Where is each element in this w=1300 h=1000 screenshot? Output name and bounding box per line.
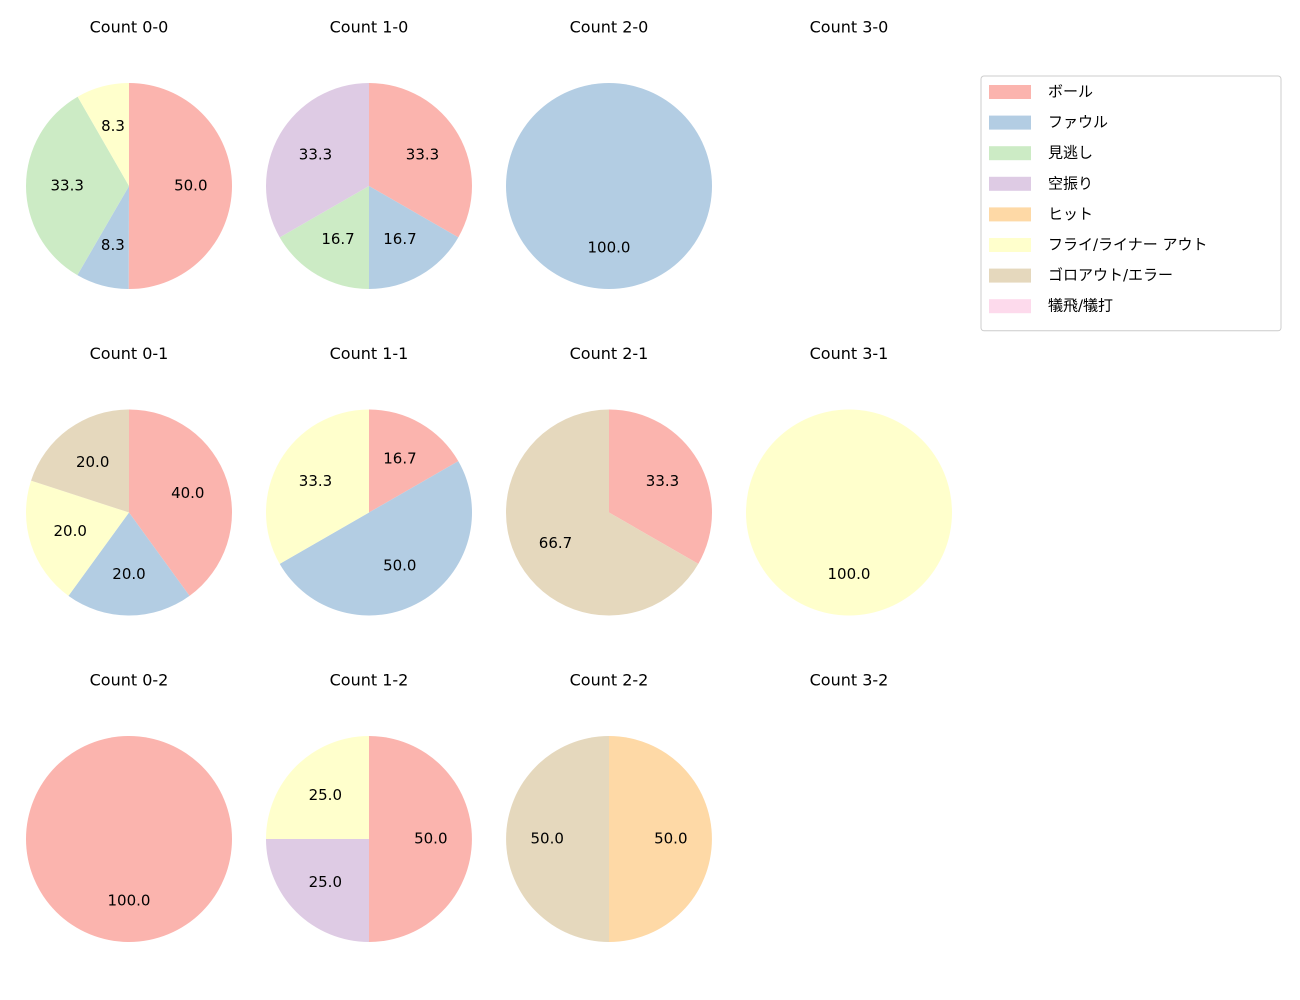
pie-slice — [746, 409, 952, 616]
pie-slice — [506, 736, 609, 942]
pie-slice — [369, 83, 472, 238]
legend-swatch — [989, 299, 1031, 314]
legend-swatch — [989, 176, 1031, 191]
pie-title: Count 1-2 — [330, 671, 409, 690]
pie-value-label: 50.0 — [174, 177, 207, 195]
pie-value-label: 25.0 — [309, 873, 342, 891]
pie-value-label: 8.3 — [101, 117, 125, 135]
pie-slice — [506, 83, 712, 289]
pie-title: Count 3-1 — [810, 344, 889, 363]
pie-slice — [129, 409, 232, 596]
pie-value-label: 100.0 — [828, 565, 871, 583]
pie-slice — [266, 839, 369, 942]
legend-label: 見逃し — [1048, 144, 1093, 162]
pie-value-label: 20.0 — [112, 565, 145, 583]
pie-title: Count 1-0 — [330, 18, 409, 37]
pie-value-label: 33.3 — [406, 146, 439, 164]
pie-value-label: 20.0 — [76, 453, 109, 471]
pie-slice — [279, 461, 473, 616]
pie-value-label: 8.3 — [101, 236, 125, 254]
pie-slice — [31, 409, 129, 513]
pie-value-label: 33.3 — [646, 472, 679, 490]
legend-swatch — [989, 268, 1031, 283]
pie-value-label: 66.7 — [539, 534, 572, 552]
legend-swatch — [989, 207, 1031, 222]
pie-slice — [26, 736, 232, 942]
pie-slice — [609, 409, 712, 564]
legend-swatch — [989, 85, 1031, 99]
pie-slice — [369, 186, 459, 289]
pie-title: Count 3-2 — [810, 671, 889, 690]
pie-title: Count 2-1 — [570, 344, 649, 363]
pie-value-label: 16.7 — [383, 230, 416, 248]
pie-title: Count 2-2 — [570, 671, 649, 690]
pie-slice — [266, 83, 369, 238]
pie-slice — [279, 186, 369, 289]
pie-slice — [68, 512, 190, 616]
pie-value-label: 50.0 — [654, 830, 687, 848]
pie-slice — [26, 480, 130, 596]
pie-value-label: 50.0 — [383, 557, 416, 575]
legend-label: 犠飛/犠打 — [1048, 297, 1113, 315]
pie-value-label: 16.7 — [383, 450, 416, 468]
pie-value-label: 100.0 — [588, 238, 631, 256]
pie-value-label: 16.7 — [321, 230, 354, 248]
legend-label: ヒット — [1048, 205, 1093, 223]
legend-box — [980, 75, 1282, 332]
pie-value-label: 33.3 — [299, 472, 332, 490]
pie-value-label: 40.0 — [171, 484, 204, 502]
pie-slice — [128, 83, 233, 289]
pie-slice — [369, 409, 459, 513]
pie-slice — [266, 409, 369, 564]
legend-swatch — [989, 115, 1031, 130]
pie-title: Count 0-1 — [90, 344, 169, 363]
pie-value-label: 33.3 — [50, 176, 83, 194]
pie-value-label: 50.0 — [414, 830, 447, 848]
pie-title: Count 0-0 — [90, 18, 169, 37]
legend-label: ファウル — [1048, 113, 1108, 131]
pie-slice — [77, 83, 129, 186]
pie-slice — [609, 736, 712, 942]
pie-slice — [266, 736, 369, 839]
legend-label: フライ/ライナー アウト — [1048, 236, 1208, 254]
legend-swatch — [989, 146, 1031, 161]
pie-value-label: 50.0 — [530, 830, 563, 848]
pie-title: Count 1-1 — [330, 344, 409, 363]
pie-title: Count 0-2 — [90, 671, 169, 690]
pie-slice — [506, 409, 699, 616]
pie-value-label: 100.0 — [108, 891, 151, 909]
legend-label: 空振り — [1048, 174, 1093, 192]
legend-label: ボール — [1048, 83, 1093, 101]
pie-slice — [369, 736, 472, 942]
legend-label: ゴロアウト/エラー — [1048, 266, 1173, 284]
pie-title: Count 2-0 — [570, 18, 649, 37]
legend-swatch — [989, 238, 1031, 252]
pie-value-label: 33.3 — [299, 146, 332, 164]
pie-title: Count 3-0 — [810, 18, 889, 37]
pie-value-label: 20.0 — [54, 522, 87, 540]
pie-value-label: 25.0 — [309, 786, 342, 804]
pie-slice — [25, 96, 130, 276]
pie-slice — [77, 186, 129, 289]
